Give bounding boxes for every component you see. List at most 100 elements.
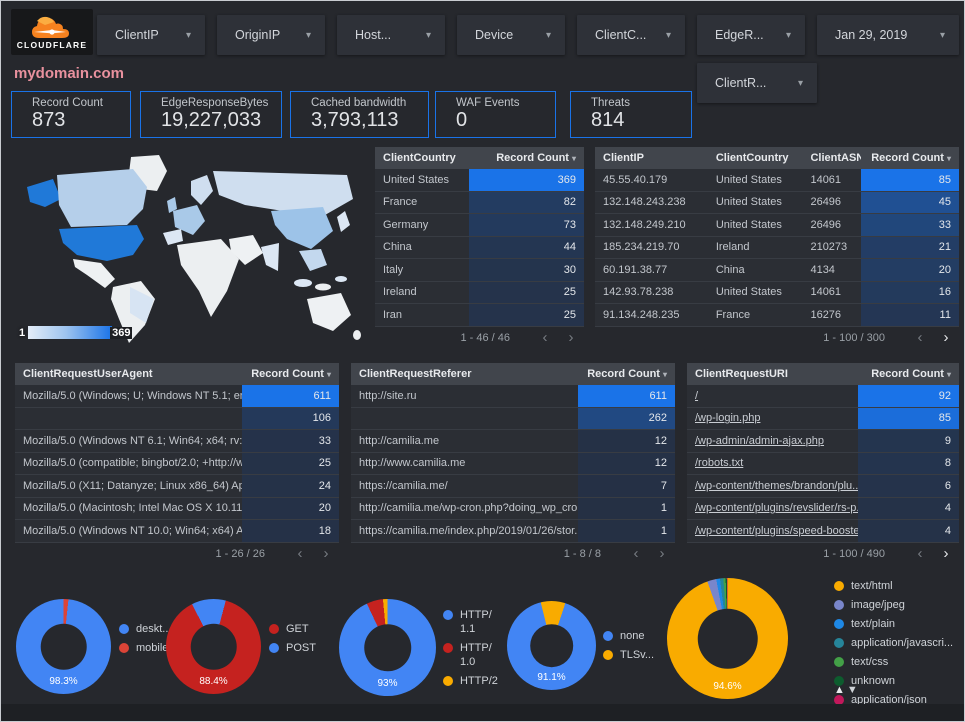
- table-row[interactable]: France 82: [375, 191, 584, 214]
- map-scale-gradient: [28, 326, 113, 339]
- uri-link[interactable]: /wp-content/plugins/speed-booste...: [695, 524, 859, 537]
- legend-scroll-up-icon[interactable]: ▲: [834, 684, 847, 696]
- table-row[interactable]: http://www.camilia.me 12: [351, 452, 675, 475]
- table-row[interactable]: https://camilia.me/index.php/2019/01/26/…: [351, 520, 675, 543]
- cell-clientip: 132.148.249.210: [603, 218, 686, 231]
- table-row[interactable]: 91.134.248.235 France 16276 11: [595, 304, 959, 327]
- table-row[interactable]: 60.191.38.77 China 4134 20: [595, 259, 959, 282]
- table-row[interactable]: Mozilla/5.0 (Macintosh; Intel Mac OS X 1…: [15, 497, 339, 520]
- filter-chip-originip[interactable]: OriginIP ▾: [217, 15, 325, 55]
- cell-record-count: 20: [860, 259, 959, 281]
- table-row[interactable]: /wp-login.php 85: [687, 407, 959, 430]
- filter-chip-edger[interactable]: EdgeR... ▾: [697, 15, 805, 55]
- table-row[interactable]: Germany 73: [375, 214, 584, 237]
- table-row[interactable]: Mozilla/5.0 (Windows NT 10.0; Win64; x64…: [15, 520, 339, 543]
- table-row[interactable]: 142.93.78.238 United States 14061 16: [595, 281, 959, 304]
- filter-chip-label: ClientR...: [715, 76, 767, 90]
- donut-percent-label: 93%: [377, 678, 398, 689]
- column-header-clientrequesturi[interactable]: ClientRequestURI: [695, 368, 788, 380]
- table-row[interactable]: /wp-admin/admin-ajax.php 9: [687, 430, 959, 453]
- pagination-next-icon[interactable]: ›: [323, 544, 329, 562]
- table-row[interactable]: 106: [15, 407, 339, 430]
- pagination-next-icon[interactable]: ›: [659, 544, 665, 562]
- referer-table-header[interactable]: ClientRequestReferer Record Count ▾: [351, 363, 675, 385]
- column-header-clientrequestreferer[interactable]: ClientRequestReferer: [359, 368, 472, 380]
- uri-link[interactable]: /wp-admin/admin-ajax.php: [695, 434, 825, 447]
- user-agent-table-header[interactable]: ClientRequestUserAgent Record Count ▾: [15, 363, 339, 385]
- filter-chip-clientr[interactable]: ClientR... ▾: [697, 63, 817, 103]
- table-row[interactable]: /wp-content/plugins/speed-booste... 4: [687, 520, 959, 543]
- legend-label: TLSv...: [620, 649, 655, 661]
- table-row[interactable]: Italy 30: [375, 259, 584, 282]
- pagination-next-icon[interactable]: ›: [943, 328, 949, 346]
- table-row[interactable]: http://camilia.me/wp-cron.php?doing_wp_c…: [351, 497, 675, 520]
- table-row[interactable]: 262: [351, 407, 675, 430]
- tls-version-donut[interactable]: 91.1%: [507, 601, 596, 690]
- http-version-donut[interactable]: 93%: [339, 599, 436, 696]
- pagination-next-icon[interactable]: ›: [943, 544, 949, 562]
- uri-link[interactable]: /: [695, 389, 699, 402]
- table-row[interactable]: Iran 25: [375, 304, 584, 327]
- cell-clientcountry: Germany: [383, 218, 429, 231]
- filter-chip-jan-29-2019[interactable]: Jan 29, 2019 ▾: [817, 15, 959, 55]
- table-row[interactable]: Mozilla/5.0 (X11; Datanyze; Linux x86_64…: [15, 475, 339, 498]
- column-header-record-count[interactable]: Record Count ▾: [587, 368, 667, 380]
- table-row[interactable]: / 92: [687, 385, 959, 408]
- table-row[interactable]: Mozilla/5.0 (compatible; bingbot/2.0; +h…: [15, 452, 339, 475]
- cell-record-count: 262: [577, 407, 675, 429]
- pagination-range: 1 - 100 / 300: [823, 331, 885, 344]
- table-row[interactable]: Mozilla/5.0 (Windows; U; Windows NT 5.1;…: [15, 385, 339, 408]
- column-header-clientcountry[interactable]: ClientCountry: [715, 152, 789, 164]
- column-header-record-count[interactable]: Record Count ▾: [496, 152, 576, 164]
- table-row[interactable]: 132.148.249.210 United States 26496 33: [595, 214, 959, 237]
- uri-link[interactable]: /robots.txt: [695, 457, 744, 470]
- uri-link[interactable]: /wp-content/plugins/revslider/rs-p...: [695, 502, 859, 515]
- column-header-record-count[interactable]: Record Count ▾: [871, 368, 951, 380]
- table-row[interactable]: /wp-content/plugins/revslider/rs-p... 4: [687, 497, 959, 520]
- request-uri-table-header[interactable]: ClientRequestURI Record Count ▾: [687, 363, 959, 385]
- table-row[interactable]: https://camilia.me/7: [351, 475, 675, 498]
- column-header-clientrequestuseragent[interactable]: ClientRequestUserAgent: [23, 368, 153, 380]
- filter-chip-clientc[interactable]: ClientC... ▾: [577, 15, 685, 55]
- scorecard-record-count: Record Count 873: [11, 91, 131, 138]
- column-header-clientasn[interactable]: ClientASN: [810, 152, 861, 164]
- map-color-scale: 1 369: [19, 326, 133, 339]
- table-row[interactable]: Ireland 25: [375, 281, 584, 304]
- client-ip-table-header[interactable]: ClientIP ClientCountry ClientASN Record Cou…: [595, 147, 959, 169]
- table-row[interactable]: 132.148.243.238 United States 26496 45: [595, 191, 959, 214]
- uri-link[interactable]: /wp-content/themes/brandon/plu...: [695, 479, 859, 492]
- table-row[interactable]: China 44: [375, 236, 584, 259]
- column-header-record-count[interactable]: Record Count ▾: [251, 368, 331, 380]
- filter-chip-clientip[interactable]: ClientIP ▾: [97, 15, 205, 55]
- table-row[interactable]: /robots.txt 8: [687, 452, 959, 475]
- scorecard-value: 19,227,033: [161, 109, 262, 131]
- uri-link[interactable]: /wp-login.php: [695, 412, 761, 425]
- pagination-prev-icon[interactable]: ‹: [297, 544, 303, 562]
- page-title: mydomain.com: [14, 65, 125, 82]
- pagination-prev-icon[interactable]: ‹: [542, 328, 548, 346]
- table-row[interactable]: United States 369: [375, 169, 584, 192]
- table-row[interactable]: Mozilla/5.0 (Windows NT 6.1; Win64; x64;…: [15, 430, 339, 453]
- legend-scroll-down-icon[interactable]: ▼: [846, 684, 860, 696]
- pagination-next-icon[interactable]: ›: [568, 328, 574, 346]
- filter-chip-host[interactable]: Host... ▾: [337, 15, 445, 55]
- pagination-prev-icon[interactable]: ‹: [917, 544, 923, 562]
- column-header-clientcountry[interactable]: ClientCountry: [383, 152, 456, 164]
- pagination-prev-icon[interactable]: ‹: [917, 328, 923, 346]
- table-row[interactable]: http://camilia.me 12: [351, 430, 675, 453]
- client-country-table-header[interactable]: ClientCountry Record Count ▾: [375, 147, 584, 169]
- device-type-donut[interactable]: 98.3%: [16, 599, 111, 694]
- table-row[interactable]: http://site.ru 611: [351, 385, 675, 408]
- content-type-donut-legend: text/html image/jpeg text/plain application…: [834, 579, 959, 712]
- cell-clientrequestreferer: http://site.ru: [359, 389, 417, 402]
- table-row[interactable]: 185.234.219.70 Ireland 210273 21: [595, 236, 959, 259]
- filter-chip-device[interactable]: Device ▾: [457, 15, 565, 55]
- http-method-donut[interactable]: 88.4%: [166, 599, 261, 694]
- table-row[interactable]: 45.55.40.179 United States 14061 85: [595, 169, 959, 192]
- content-type-donut[interactable]: 94.6%: [667, 578, 788, 699]
- pagination-prev-icon[interactable]: ‹: [633, 544, 639, 562]
- column-header-record-count[interactable]: Record Count ▾: [871, 152, 951, 164]
- table-row[interactable]: /wp-content/themes/brandon/plu... 6: [687, 475, 959, 498]
- column-header-clientip[interactable]: ClientIP: [603, 152, 644, 164]
- client-country-map[interactable]: 1 369: [15, 147, 367, 347]
